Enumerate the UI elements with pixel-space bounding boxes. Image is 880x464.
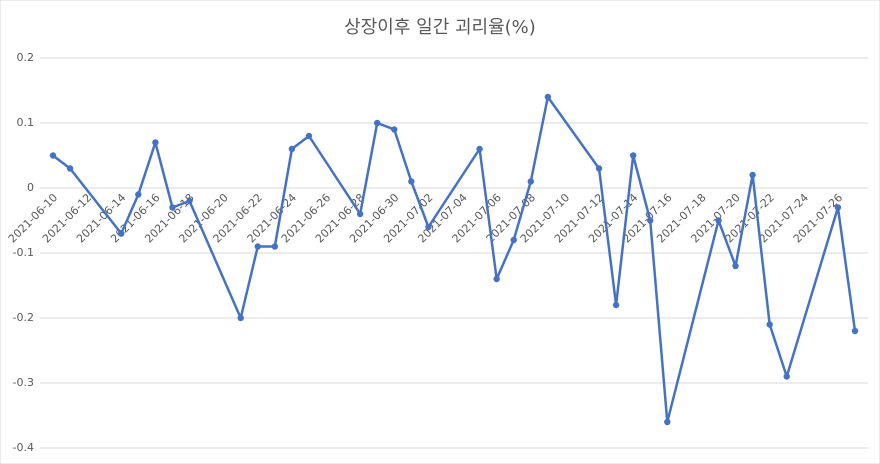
point: [425, 223, 432, 231]
point: [664, 418, 671, 426]
y-tick-label: -0.2: [13, 311, 34, 324]
point: [595, 165, 603, 172]
point: [66, 165, 74, 172]
point: [629, 152, 637, 159]
point: [544, 93, 552, 101]
point: [391, 126, 398, 133]
point: [647, 217, 654, 224]
point: [186, 197, 193, 205]
point: [476, 145, 483, 153]
point: [254, 243, 261, 250]
y-tick-label: -0.3: [13, 376, 34, 389]
point: [493, 275, 500, 283]
chart-title: 상장이후 일간 괴리율(%): [344, 17, 536, 38]
point: [766, 321, 773, 328]
point: [118, 230, 125, 237]
point: [288, 145, 296, 153]
y-tick-label: 0: [27, 181, 34, 194]
y-tick-label: 0.1: [17, 116, 35, 129]
point: [169, 204, 176, 211]
point: [237, 314, 244, 322]
point: [49, 152, 57, 159]
point: [527, 178, 534, 185]
point: [271, 243, 279, 250]
point: [374, 119, 381, 127]
point: [715, 217, 722, 224]
point: [749, 171, 756, 179]
point: [783, 373, 790, 380]
point: [135, 191, 142, 198]
point: [851, 327, 859, 335]
point: [834, 204, 842, 211]
y-tick-label: 0.2: [17, 51, 35, 64]
point: [356, 210, 364, 218]
point: [612, 301, 620, 309]
point: [152, 139, 159, 146]
line: [52, 95, 857, 424]
y-tick-label: -0.4: [13, 441, 34, 454]
point: [510, 236, 517, 244]
point: [408, 178, 415, 185]
point: [305, 132, 313, 140]
point: [732, 262, 739, 270]
y-tick-label: -0.1: [13, 246, 34, 259]
